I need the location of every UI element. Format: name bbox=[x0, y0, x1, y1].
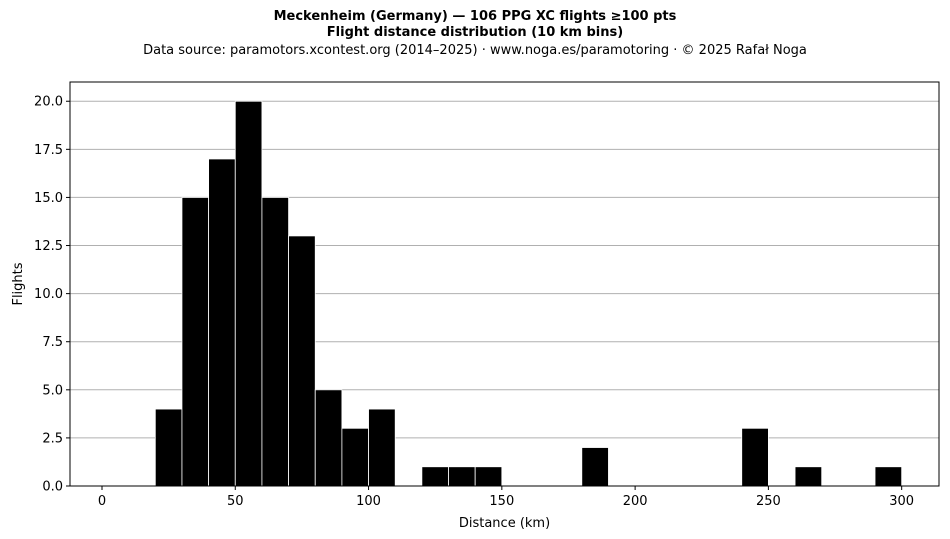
histogram-bar bbox=[741, 427, 769, 487]
y-tick-label: 5.0 bbox=[42, 383, 63, 398]
y-tick-label: 7.5 bbox=[42, 335, 63, 350]
y-tick-label: 20.0 bbox=[34, 95, 63, 110]
histogram-bar bbox=[421, 466, 449, 487]
x-tick-label: 250 bbox=[756, 494, 781, 509]
chart-subtitle: Flight distance distribution (10 km bins… bbox=[326, 25, 624, 40]
data-source-note: Data source: paramotors.xcontest.org (20… bbox=[143, 43, 807, 58]
x-tick-label: 300 bbox=[889, 494, 914, 509]
histogram-bar bbox=[234, 100, 263, 487]
histogram-bar bbox=[341, 427, 369, 487]
y-tick-label: 0.0 bbox=[42, 480, 63, 495]
x-tick-label: 0 bbox=[98, 494, 106, 509]
histogram-bar bbox=[448, 466, 476, 487]
y-axis-label: Flights bbox=[11, 262, 26, 305]
histogram-bar bbox=[154, 408, 183, 487]
y-tick-label: 10.0 bbox=[34, 287, 63, 302]
x-tick-label: 50 bbox=[227, 494, 244, 509]
plot-frame bbox=[69, 81, 940, 487]
x-tick-label: 150 bbox=[489, 494, 514, 509]
histogram-bar bbox=[474, 466, 503, 487]
y-tick-label: 17.5 bbox=[34, 143, 63, 158]
histogram-bar bbox=[794, 466, 823, 487]
histogram-bar bbox=[368, 408, 396, 487]
histogram-bar bbox=[208, 158, 236, 487]
histogram-bar bbox=[288, 235, 316, 487]
histogram-bar bbox=[261, 197, 289, 487]
y-tick-label: 15.0 bbox=[34, 191, 63, 206]
x-tick-label: 100 bbox=[356, 494, 381, 509]
x-axis-ticks: 0 50 100 150 200 250 300 bbox=[98, 486, 914, 509]
histogram-bar bbox=[581, 447, 609, 487]
bars bbox=[154, 100, 903, 487]
x-axis-label: Distance (km) bbox=[459, 516, 550, 531]
histogram-bar bbox=[181, 197, 210, 487]
y-tick-label: 2.5 bbox=[42, 431, 63, 446]
y-tick-label: 12.5 bbox=[34, 239, 63, 254]
histogram-bar bbox=[874, 466, 903, 487]
histogram-bar bbox=[314, 389, 343, 487]
y-axis-ticks: 0.0 2.5 5.0 7.5 10.0 12.5 15.0 17.5 20.0 bbox=[34, 95, 70, 495]
chart-title: Meckenheim (Germany) — 106 PPG XC flight… bbox=[273, 9, 677, 24]
x-tick-label: 200 bbox=[623, 494, 648, 509]
